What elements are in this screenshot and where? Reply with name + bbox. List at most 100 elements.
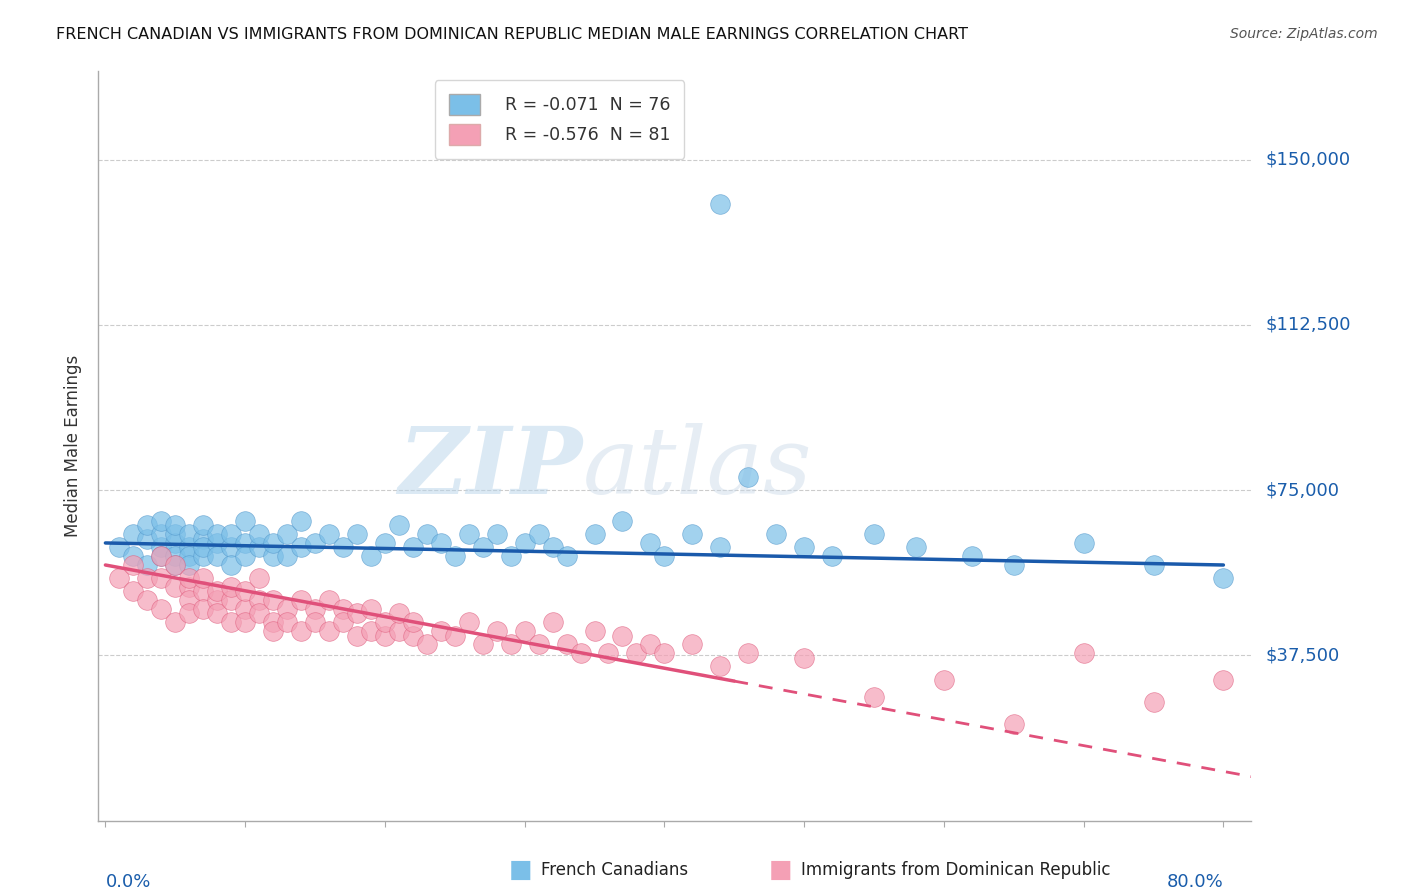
Text: $75,000: $75,000 (1265, 481, 1340, 500)
Point (233, 584, 256, 599)
Text: FRENCH CANADIAN VS IMMIGRANTS FROM DOMINICAN REPUBLIC MEDIAN MALE EARNINGS CORRE: FRENCH CANADIAN VS IMMIGRANTS FROM DOMIN… (56, 27, 969, 42)
Point (821, 549, 844, 564)
Point (165, 558, 187, 572)
Point (402, 628, 425, 642)
Point (179, 593, 201, 607)
Point (219, 593, 242, 607)
Point (960, 549, 983, 564)
Point (193, 602, 215, 616)
Point (233, 514, 256, 528)
Point (430, 624, 453, 639)
Text: $37,500: $37,500 (1265, 647, 1340, 665)
Point (654, 549, 676, 564)
Point (179, 571, 201, 585)
Text: ZIP: ZIP (398, 424, 582, 514)
Point (527, 637, 550, 651)
Point (1002, 716, 1025, 731)
Point (1073, 536, 1095, 550)
Point (150, 549, 173, 564)
Y-axis label: Median Male Earnings: Median Male Earnings (65, 355, 83, 537)
Text: ■: ■ (769, 858, 792, 881)
Point (122, 558, 145, 572)
Point (388, 518, 411, 533)
Point (1142, 558, 1164, 572)
Point (709, 196, 731, 211)
Point (290, 593, 312, 607)
Point (165, 615, 187, 630)
Point (793, 541, 815, 555)
Point (205, 549, 228, 564)
Point (499, 549, 522, 564)
Point (136, 518, 159, 533)
Point (513, 624, 536, 639)
Point (569, 646, 592, 660)
Point (863, 690, 886, 705)
Point (346, 628, 368, 642)
Point (165, 527, 187, 541)
Point (233, 549, 256, 564)
Point (290, 514, 312, 528)
Text: Source: ZipAtlas.com: Source: ZipAtlas.com (1230, 27, 1378, 41)
Point (136, 532, 159, 546)
Point (681, 527, 703, 541)
Point (1002, 558, 1025, 572)
Point (863, 527, 886, 541)
Point (179, 607, 201, 621)
Point (165, 518, 187, 533)
Point (612, 514, 634, 528)
Point (262, 615, 284, 630)
Point (541, 541, 564, 555)
Point (416, 527, 439, 541)
Point (360, 602, 382, 616)
Point (443, 628, 465, 642)
Point (555, 549, 578, 564)
Text: $112,500: $112,500 (1265, 316, 1351, 334)
Point (165, 536, 187, 550)
Point (262, 536, 284, 550)
Point (193, 571, 215, 585)
Point (262, 549, 284, 564)
Text: French Canadians: French Canadians (541, 861, 689, 879)
Text: 0.0%: 0.0% (105, 873, 150, 891)
Point (527, 527, 550, 541)
Point (150, 602, 173, 616)
Point (793, 650, 815, 665)
Point (640, 637, 662, 651)
Point (583, 624, 606, 639)
Point (598, 646, 620, 660)
Point (318, 624, 340, 639)
Point (205, 527, 228, 541)
Point (457, 527, 479, 541)
Point (193, 541, 215, 555)
Point (233, 615, 256, 630)
Point (276, 602, 298, 616)
Point (1142, 695, 1164, 709)
Point (626, 646, 648, 660)
Point (262, 593, 284, 607)
Point (262, 624, 284, 639)
Point (583, 527, 606, 541)
Point (374, 615, 396, 630)
Point (471, 637, 494, 651)
Point (247, 541, 270, 555)
Point (165, 549, 187, 564)
Point (150, 541, 173, 555)
Point (247, 607, 270, 621)
Point (179, 580, 201, 594)
Point (737, 470, 759, 484)
Point (193, 549, 215, 564)
Point (276, 549, 298, 564)
Text: $150,000: $150,000 (1265, 151, 1350, 169)
Point (1073, 646, 1095, 660)
Point (219, 527, 242, 541)
Point (360, 624, 382, 639)
Point (276, 527, 298, 541)
Point (290, 541, 312, 555)
Point (247, 593, 270, 607)
Point (513, 536, 536, 550)
Text: 80.0%: 80.0% (1167, 873, 1223, 891)
Point (471, 541, 494, 555)
Point (304, 536, 326, 550)
Point (193, 584, 215, 599)
Point (374, 628, 396, 642)
